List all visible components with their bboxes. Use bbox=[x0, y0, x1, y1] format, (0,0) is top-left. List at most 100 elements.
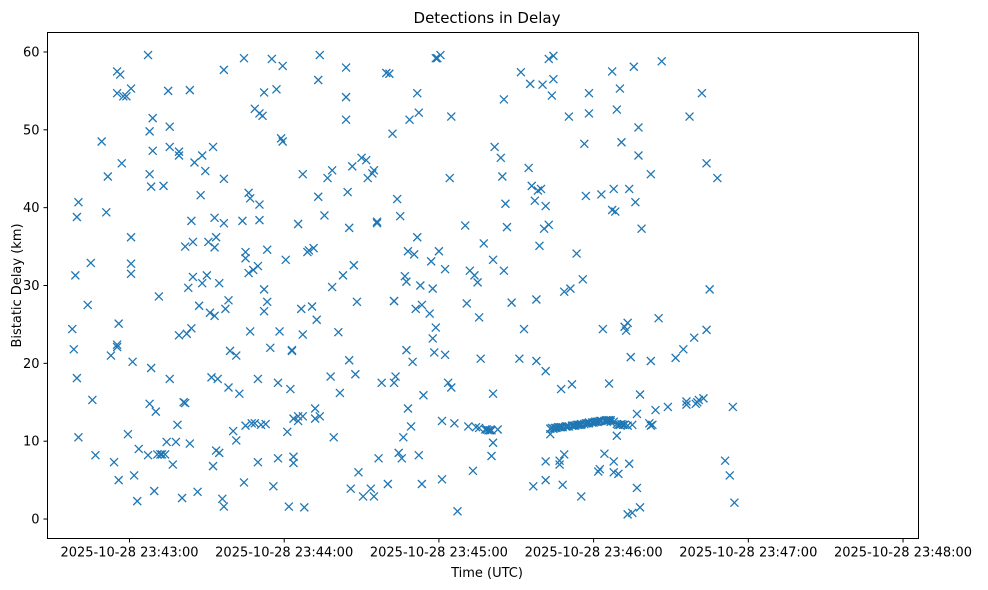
data-point bbox=[500, 199, 510, 209]
data-point bbox=[262, 297, 272, 307]
data-point bbox=[241, 421, 250, 431]
data-point bbox=[190, 158, 199, 167]
data-point bbox=[499, 94, 509, 104]
data-point bbox=[185, 439, 195, 448]
data-point bbox=[372, 217, 382, 227]
data-point bbox=[129, 470, 139, 480]
data-point bbox=[123, 429, 133, 439]
data-point bbox=[103, 172, 113, 181]
data-point bbox=[162, 437, 172, 447]
data-point bbox=[276, 133, 286, 143]
data-point bbox=[214, 448, 224, 458]
data-point bbox=[556, 384, 566, 394]
data-point bbox=[287, 346, 297, 356]
data-point bbox=[426, 256, 436, 266]
data-point bbox=[615, 84, 625, 94]
data-point bbox=[547, 91, 557, 101]
data-point bbox=[247, 418, 257, 428]
data-point bbox=[114, 475, 124, 485]
data-point bbox=[610, 207, 620, 217]
data-point bbox=[405, 115, 414, 125]
x-axis-ticks: 2025-10-28 23:43:00 2025-10-28 23:44:00 20… bbox=[60, 538, 972, 561]
data-point bbox=[524, 163, 534, 173]
data-point bbox=[366, 484, 376, 494]
data-point bbox=[437, 416, 447, 426]
data-point bbox=[712, 173, 722, 183]
data-point bbox=[349, 260, 359, 270]
data-point bbox=[627, 420, 637, 430]
data-point bbox=[471, 422, 481, 432]
data-point bbox=[145, 169, 155, 179]
data-point bbox=[205, 308, 215, 318]
data-point bbox=[310, 404, 320, 413]
data-point bbox=[86, 258, 96, 268]
data-point bbox=[126, 269, 136, 279]
data-point bbox=[558, 480, 568, 490]
data-point bbox=[519, 324, 529, 334]
data-point bbox=[634, 151, 643, 160]
data-point bbox=[403, 246, 413, 256]
data-point bbox=[188, 237, 198, 247]
data-point bbox=[160, 449, 170, 459]
data-point bbox=[146, 182, 156, 192]
data-point bbox=[425, 309, 435, 318]
data-point bbox=[620, 420, 630, 430]
data-point bbox=[67, 324, 77, 334]
data-point bbox=[555, 456, 565, 466]
data-point bbox=[417, 300, 427, 310]
data-point bbox=[180, 242, 190, 252]
data-point bbox=[401, 345, 411, 355]
data-point bbox=[293, 219, 303, 229]
data-point bbox=[483, 425, 493, 435]
data-point bbox=[214, 278, 224, 288]
data-point bbox=[599, 449, 609, 459]
data-point bbox=[193, 487, 203, 497]
data-point bbox=[488, 438, 498, 448]
data-point bbox=[626, 352, 636, 362]
data-point bbox=[70, 270, 80, 280]
data-point bbox=[381, 68, 391, 78]
data-point bbox=[128, 357, 138, 367]
y-tick-label: 0 bbox=[31, 513, 39, 528]
data-point bbox=[389, 378, 399, 388]
data-point bbox=[115, 70, 125, 79]
data-point bbox=[497, 172, 507, 181]
data-point bbox=[219, 65, 229, 75]
data-point bbox=[97, 137, 107, 146]
data-point bbox=[578, 274, 588, 284]
data-point bbox=[210, 213, 220, 223]
data-point bbox=[531, 295, 541, 304]
data-point bbox=[440, 350, 450, 360]
data-point bbox=[499, 266, 509, 276]
data-point bbox=[245, 326, 255, 336]
data-point bbox=[239, 477, 249, 487]
data-point bbox=[663, 402, 673, 412]
data-point bbox=[154, 291, 164, 301]
data-point bbox=[231, 351, 241, 361]
data-point bbox=[361, 155, 371, 165]
data-point bbox=[428, 284, 438, 294]
data-point bbox=[559, 287, 569, 297]
data-point bbox=[109, 457, 119, 467]
data-point bbox=[488, 255, 498, 265]
data-point bbox=[414, 450, 424, 460]
data-point bbox=[567, 379, 577, 389]
data-point bbox=[272, 84, 281, 94]
plot-axes bbox=[47, 32, 919, 539]
data-point bbox=[572, 249, 582, 259]
data-point bbox=[177, 493, 187, 503]
data-point bbox=[312, 315, 322, 325]
data-point bbox=[514, 354, 524, 364]
y-tick-label: 30 bbox=[23, 279, 40, 294]
x-tick-label: 2025-10-28 23:48:00 bbox=[834, 546, 972, 561]
data-point bbox=[267, 54, 277, 64]
data-point bbox=[415, 281, 425, 290]
data-point bbox=[502, 222, 512, 232]
data-point bbox=[343, 187, 353, 197]
data-point bbox=[165, 122, 175, 132]
data-point bbox=[298, 411, 308, 421]
data-point bbox=[394, 448, 404, 458]
data-point bbox=[671, 353, 681, 363]
data-point bbox=[584, 109, 594, 118]
data-point bbox=[609, 184, 619, 194]
